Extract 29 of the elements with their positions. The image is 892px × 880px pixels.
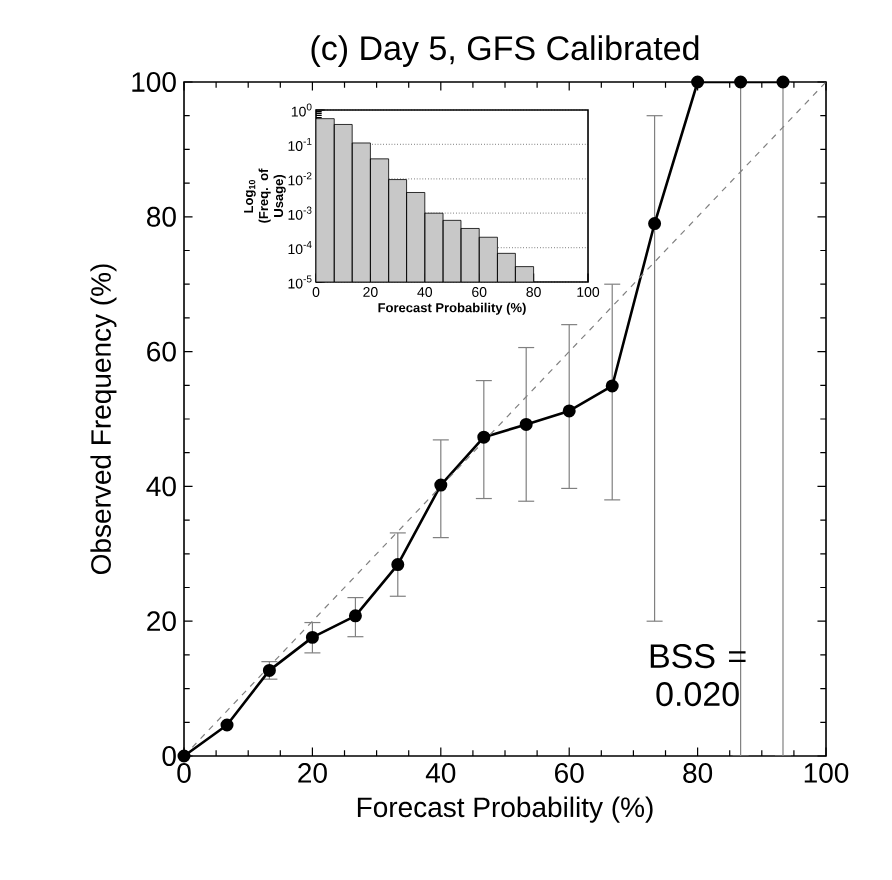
point (648, 217, 662, 231)
point (562, 404, 576, 418)
x-tick-label: 60 (555, 763, 584, 783)
point (305, 630, 319, 644)
y-tick-label: 0 (162, 746, 176, 766)
y-tick-label: 40 (146, 476, 176, 497)
y-axis-title: Observed Frequency (%) (90, 264, 117, 575)
point (434, 478, 448, 492)
point (519, 417, 533, 431)
point (776, 75, 790, 89)
point (220, 718, 234, 732)
chart-title: (c) Day 5, GFS Calibrated (311, 35, 699, 67)
point (477, 430, 491, 444)
x-tick-label: 40 (425, 763, 456, 783)
annotation: BSS = 0.020 (650, 644, 746, 707)
y-tick-label: 100 (132, 72, 176, 92)
x-tick-label: 80 (683, 763, 713, 783)
point (177, 749, 191, 763)
x-tick-label: 0 (177, 763, 191, 783)
y-tick-label: 60 (147, 341, 176, 362)
point (348, 609, 362, 623)
point (605, 379, 619, 393)
x-tick-label: 100 (804, 763, 849, 783)
point (734, 75, 748, 89)
point (691, 75, 705, 89)
point (391, 558, 405, 572)
x-axis-title: Forecast Probability (%) (357, 796, 653, 823)
y-tick-label: 20 (147, 611, 176, 632)
y-tick-label: 80 (147, 206, 176, 227)
